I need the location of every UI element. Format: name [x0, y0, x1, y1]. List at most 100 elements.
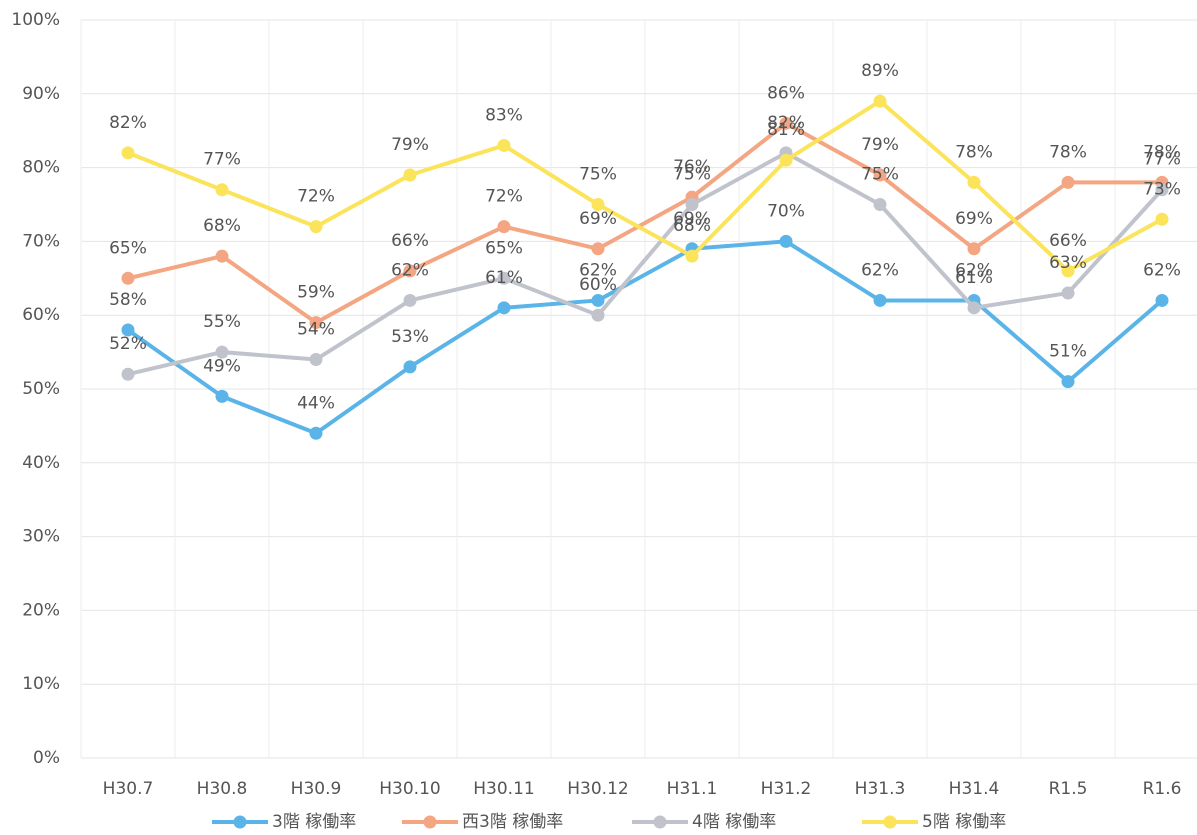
y-tick-label: 80% — [22, 158, 60, 178]
data-label: 62% — [579, 260, 617, 280]
data-label: 69% — [579, 209, 617, 229]
y-tick-label: 0% — [33, 748, 60, 768]
data-label: 62% — [955, 260, 993, 280]
point — [873, 168, 887, 182]
point — [873, 293, 887, 307]
point — [685, 249, 699, 263]
point — [1061, 375, 1075, 389]
point — [591, 198, 605, 211]
legend-item: 3階 稼働率 — [212, 812, 356, 832]
point — [967, 175, 981, 189]
data-label: 66% — [1049, 231, 1087, 251]
point — [1155, 212, 1169, 226]
y-tick-label: 60% — [22, 305, 60, 325]
point — [497, 271, 511, 285]
point — [591, 293, 605, 307]
data-label: 49% — [203, 356, 241, 376]
data-label: 83% — [485, 105, 523, 125]
data-label: 52% — [109, 334, 147, 354]
legend-label: 3階 稼働率 — [272, 812, 356, 832]
data-label: 55% — [203, 312, 241, 332]
point — [1061, 175, 1075, 189]
x-tick-label: H31.4 — [949, 779, 1000, 799]
y-tick-label: 70% — [22, 231, 60, 251]
data-label: 79% — [861, 135, 899, 155]
legend-item: 4階 稼働率 — [632, 812, 776, 832]
point — [215, 183, 229, 197]
data-label: 66% — [391, 231, 429, 251]
y-tick-label: 50% — [22, 379, 60, 399]
data-label: 61% — [485, 268, 523, 288]
point — [1155, 183, 1169, 197]
point — [215, 345, 229, 359]
point — [309, 316, 323, 330]
x-tick-label: H31.2 — [761, 779, 812, 799]
x-tick-label: H30.9 — [291, 779, 342, 799]
point — [215, 389, 229, 403]
x-tick-label: H30.7 — [103, 779, 154, 799]
data-label: 61% — [955, 268, 993, 288]
data-label: 78% — [1049, 142, 1087, 162]
y-tick-label: 20% — [22, 600, 60, 620]
point — [685, 198, 699, 211]
legend-marker — [883, 815, 897, 829]
data-label: 75% — [861, 165, 899, 185]
data-label: 65% — [109, 238, 147, 258]
point — [591, 308, 605, 322]
data-label: 77% — [203, 150, 241, 170]
data-label: 69% — [955, 209, 993, 229]
legend-marker — [233, 815, 247, 829]
data-label: 70% — [767, 201, 805, 221]
point — [967, 301, 981, 315]
x-tick-label: H30.10 — [379, 779, 440, 799]
point — [779, 234, 793, 248]
point — [121, 271, 135, 285]
point — [1155, 293, 1169, 307]
point — [497, 220, 511, 234]
point — [121, 367, 135, 381]
point — [967, 242, 981, 256]
point — [497, 301, 511, 315]
point — [779, 153, 793, 167]
data-label: 68% — [673, 216, 711, 236]
data-label: 68% — [203, 216, 241, 236]
legend-marker — [423, 815, 437, 829]
x-tick-label: H31.1 — [667, 779, 718, 799]
data-label: 69% — [673, 209, 711, 229]
point — [121, 146, 135, 160]
legend-label: 5階 稼働率 — [922, 812, 1006, 832]
x-tick-label: H30.11 — [473, 779, 534, 799]
point — [403, 264, 417, 278]
data-label: 62% — [391, 260, 429, 280]
y-tick-label: 90% — [22, 84, 60, 104]
data-label: 78% — [1143, 142, 1181, 162]
data-label: 53% — [391, 327, 429, 347]
point — [779, 116, 793, 130]
legend-item: 5階 稼働率 — [862, 812, 1006, 832]
data-label: 62% — [861, 260, 899, 280]
legend-item: 西3階 稼働率 — [402, 812, 563, 832]
series-line — [127, 150, 1164, 377]
data-label: 62% — [1143, 260, 1181, 280]
data-label: 65% — [485, 238, 523, 258]
data-label: 75% — [673, 165, 711, 185]
data-label: 82% — [767, 113, 805, 133]
point — [1061, 264, 1075, 278]
data-label: 82% — [109, 113, 147, 133]
legend-marker — [653, 815, 667, 829]
x-tick-label: R1.5 — [1049, 779, 1088, 799]
y-tick-label: 40% — [22, 453, 60, 473]
point — [309, 352, 323, 366]
point — [873, 198, 887, 211]
data-label: 54% — [297, 319, 335, 339]
data-label: 79% — [391, 135, 429, 155]
data-label: 44% — [297, 393, 335, 413]
point — [215, 249, 229, 263]
data-label: 72% — [297, 187, 335, 207]
data-label: 89% — [861, 61, 899, 81]
series-line — [127, 99, 1163, 273]
data-label: 73% — [1143, 179, 1181, 199]
legend-label: 西3階 稼働率 — [462, 812, 563, 832]
data-label: 59% — [297, 283, 335, 303]
